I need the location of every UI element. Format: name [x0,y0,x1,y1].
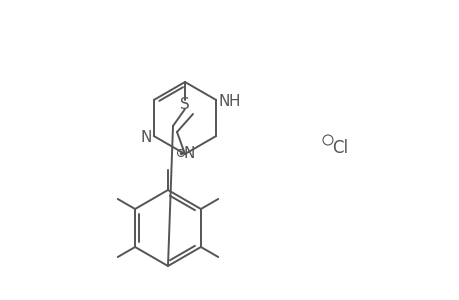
Text: H: H [228,94,240,109]
Text: S: S [180,97,190,112]
Text: Cl: Cl [331,139,347,157]
Text: N: N [183,146,194,160]
Text: N: N [140,130,151,145]
Text: N: N [218,94,230,109]
